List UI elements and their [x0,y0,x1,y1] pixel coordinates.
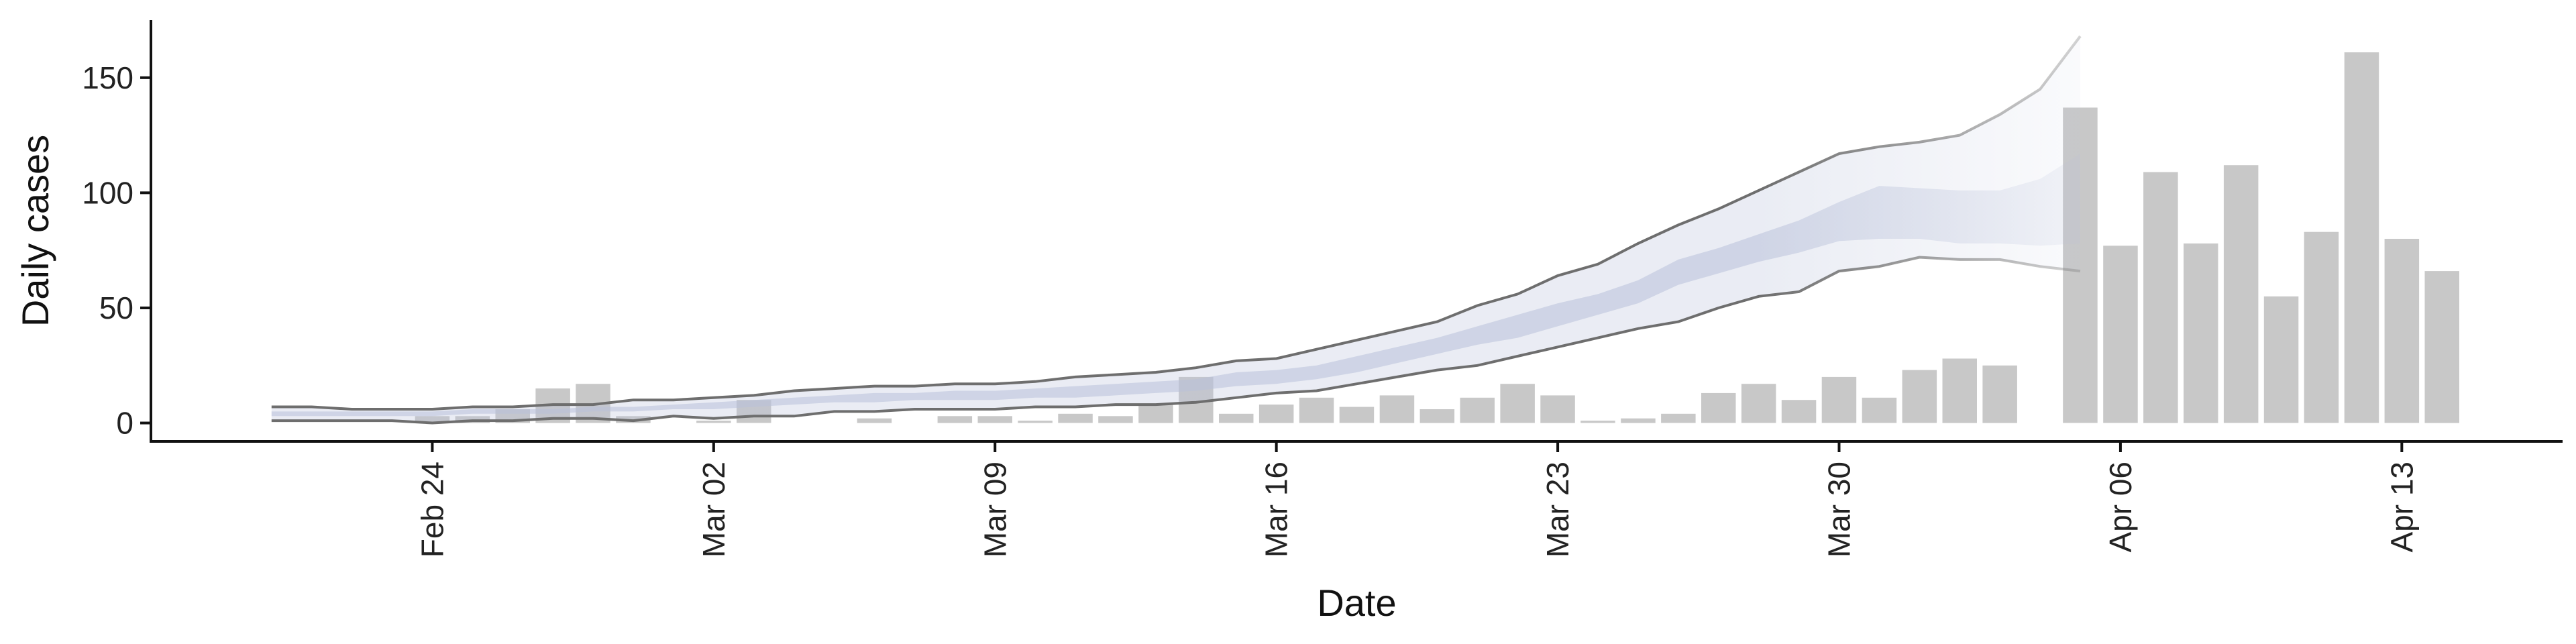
x-axis-ticks: Feb 24 Mar 02 Mar 09 Mar 16 Mar 23 Mar 30 Apr … [415,441,2419,557]
case-bar [1219,413,1254,423]
case-bar [1862,397,1897,423]
case-bar [1821,376,1857,423]
case-bar [2143,172,2178,423]
y-tick-label: 0 [116,406,133,441]
x-tick-label: Mar 30 [1822,462,1857,557]
x-tick-label: Mar 02 [696,462,731,557]
case-bar [696,421,731,423]
x-tick-label: Feb 24 [415,462,449,557]
axes [150,20,2563,443]
case-bar [857,418,892,423]
case-bar [2344,52,2379,423]
case-bar [1982,365,2017,423]
nowcast-bands [271,35,2082,425]
case-bar [1098,416,1133,423]
case-bar [1902,370,1937,423]
case-bar [1460,397,1495,423]
case-bar [2103,246,2138,423]
case-bar [1138,405,1173,423]
case-bar [2424,271,2459,423]
case-bar [1540,395,1575,423]
x-tick-label: Mar 16 [1259,462,1294,557]
case-bar [1299,397,1334,423]
y-axis-title: Daily cases [14,135,56,327]
case-bar [2304,231,2339,423]
case-bar [1621,418,1656,423]
x-tick-label: Mar 23 [1540,462,1575,557]
case-bar [1942,358,1977,423]
case-bar [1379,395,1415,423]
nowcast-90-band [271,36,2080,423]
case-bar [1018,421,1053,423]
case-bar [2384,239,2420,423]
case-bar [1741,384,1776,423]
case-bar [2223,165,2259,423]
case-bar [1661,413,1696,423]
case-bar [1781,400,1817,423]
x-tick-label: Apr 13 [2384,462,2419,553]
case-bar [2263,296,2299,423]
y-tick-label: 150 [82,60,133,95]
case-bar [1058,413,1093,423]
case-bar [1580,421,1615,423]
y-tick-label: 50 [99,290,133,325]
y-tick-label: 100 [82,175,133,210]
nowcast-upper-line [271,35,2082,411]
case-bar [1419,409,1455,423]
case-bar [2184,243,2218,423]
case-bar [1500,384,1535,423]
case-bar [1258,405,1294,423]
case-bar [977,416,1012,423]
x-tick-label: Mar 09 [977,462,1012,557]
nowcast-lower-line [271,256,2081,425]
case-bar [1339,407,1375,423]
x-tick-label: Apr 06 [2103,462,2138,553]
case-bar [937,416,973,423]
y-axis-ticks: 0 50 100 150 [82,60,151,441]
x-axis-title: Date [1317,582,1396,624]
case-bar [1701,392,1736,423]
